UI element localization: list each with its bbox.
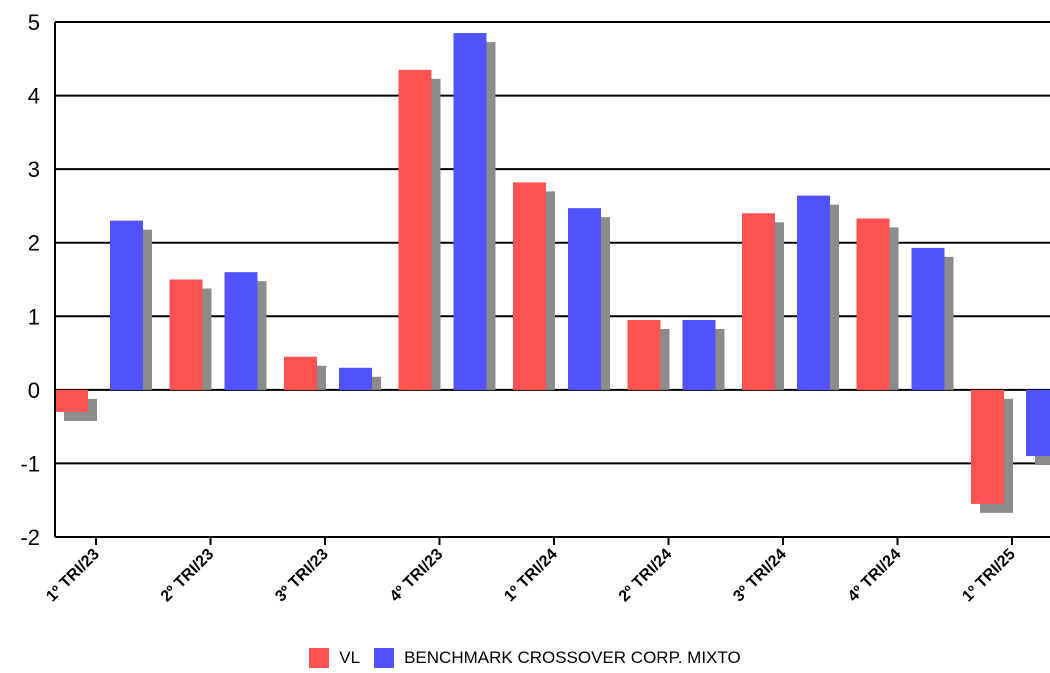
bar-vl xyxy=(971,389,1004,504)
legend: VL BENCHMARK CROSSOVER CORP. MIXTO xyxy=(0,648,1050,668)
bar-benchmark xyxy=(110,220,143,390)
x-tick-label: 4º TRI/24 xyxy=(845,546,905,606)
bar-vl xyxy=(55,389,88,412)
bar-vl xyxy=(742,213,775,390)
y-tick-label: 1 xyxy=(28,304,40,329)
x-tick-label: 1º TRI/24 xyxy=(501,546,561,606)
bar-vl xyxy=(856,218,890,390)
legend-label-vl: VL xyxy=(339,648,361,667)
bar-benchmark xyxy=(797,195,830,390)
bar-benchmark xyxy=(682,319,716,390)
y-tick-label: -1 xyxy=(20,451,40,476)
bar-benchmark xyxy=(339,367,372,390)
bar-vl xyxy=(398,69,432,390)
x-tick-label: 1º TRI/23 xyxy=(43,546,103,606)
legend-item-vl: VL xyxy=(309,648,360,668)
legend-item-benchmark: BENCHMARK CROSSOVER CORP. MIXTO xyxy=(374,648,741,668)
x-tick-label: 2º TRI/24 xyxy=(616,546,676,606)
bar-benchmark xyxy=(1026,389,1050,457)
x-tick-label: 4º TRI/23 xyxy=(387,546,447,606)
x-tick-label: 3º TRI/23 xyxy=(272,546,332,606)
bar-benchmark xyxy=(224,272,258,390)
bars-layer xyxy=(55,33,1050,513)
legend-swatch-benchmark xyxy=(374,648,395,668)
bar-benchmark xyxy=(568,208,601,390)
y-tick-label: 5 xyxy=(28,10,40,35)
bar-vl xyxy=(627,319,661,390)
x-tick-label: 1º TRI/25 xyxy=(959,546,1019,606)
bar-chart: -2 -1 0 1 2 3 4 5 1º TRI/23 2º TRI/23 3º TRI/23 4º … xyxy=(20,10,1050,606)
y-tick-label: 3 xyxy=(28,157,40,182)
bar-vl xyxy=(169,279,203,390)
bar-vl xyxy=(513,182,546,390)
bar-benchmark xyxy=(911,247,945,390)
y-tick-label: 2 xyxy=(28,231,40,256)
x-tick-label: 3º TRI/24 xyxy=(730,546,790,606)
y-tick-label: 0 xyxy=(28,378,40,403)
bar-benchmark xyxy=(453,33,487,390)
y-tick-label: 4 xyxy=(28,84,40,109)
legend-label-benchmark: BENCHMARK CROSSOVER CORP. MIXTO xyxy=(404,648,741,667)
legend-swatch-vl xyxy=(309,648,330,668)
y-tick-label: -2 xyxy=(20,525,40,550)
bar-vl xyxy=(284,356,317,390)
x-tick-label: 2º TRI/23 xyxy=(158,546,218,606)
